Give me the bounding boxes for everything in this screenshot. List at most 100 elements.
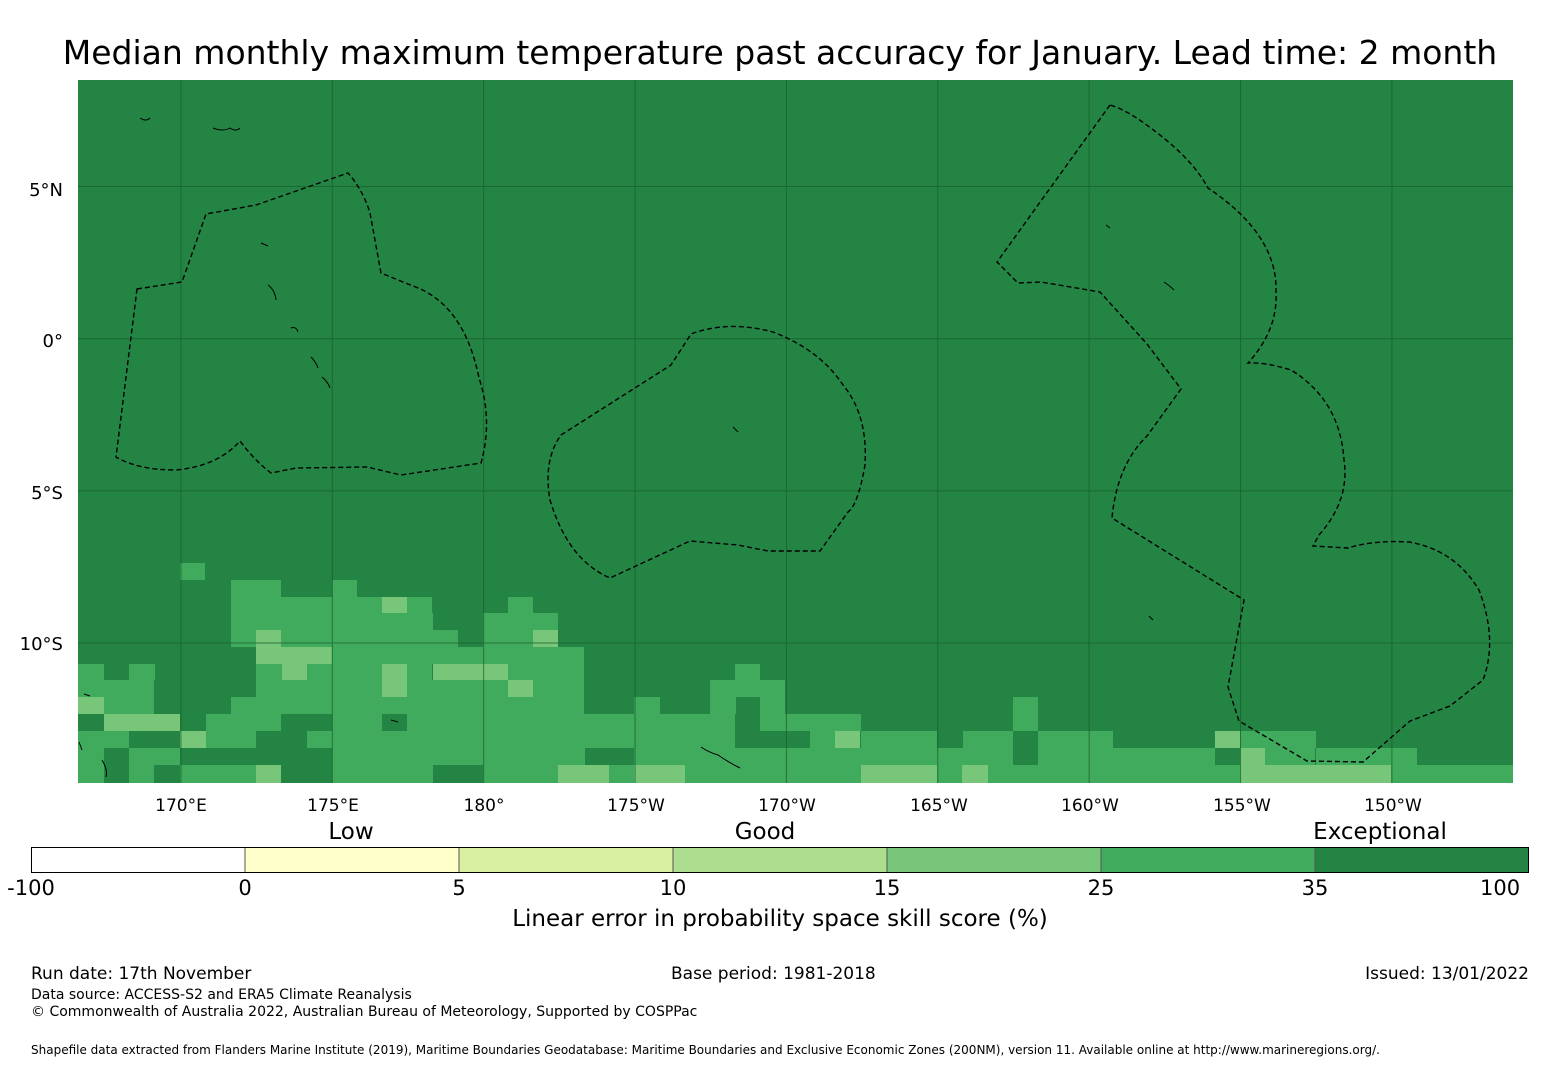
skill-cell [332, 731, 584, 748]
skill-cell [407, 597, 432, 613]
skill-cell [307, 664, 382, 680]
skill-cell [205, 765, 231, 783]
colorbar-segment [459, 847, 673, 873]
skill-cell [332, 765, 433, 783]
island-outlines [78, 117, 1175, 778]
category-exceptional: Exceptional [1313, 819, 1447, 845]
skill-cell [104, 697, 154, 714]
skill-cell [129, 664, 155, 680]
skill-cell [1366, 765, 1391, 783]
skill-cell [382, 664, 407, 680]
skill-cell [78, 765, 104, 783]
lon-label: 170°E [155, 796, 207, 816]
eez-boundary-line [996, 104, 1491, 763]
skill-cell [483, 613, 558, 630]
lon-label: 160°W [1061, 796, 1119, 816]
skill-cell [206, 714, 281, 731]
skill-cell [1139, 765, 1240, 783]
skill-cell [1038, 731, 1113, 748]
lon-label: 180° [463, 796, 505, 816]
category-low: Low [328, 819, 374, 845]
colorbar-segment [1101, 847, 1315, 873]
skill-cell [937, 765, 962, 783]
colorbar-segment [887, 847, 1101, 873]
lon-label: 165°W [910, 796, 968, 816]
skill-cell [78, 731, 129, 748]
skill-cell [584, 748, 585, 765]
colorbar-tick: 5 [452, 876, 466, 900]
skill-cell [508, 664, 584, 680]
skill-cell [332, 647, 584, 664]
skill-cell [231, 630, 256, 647]
skill-cell [533, 630, 558, 647]
lat-label: 0° [42, 331, 63, 352]
skill-cell [963, 731, 1013, 748]
skill-cell [508, 680, 533, 697]
skill-cell [78, 697, 104, 714]
skill-cell [735, 664, 760, 680]
skill-cell [988, 765, 1038, 783]
skill-cell [332, 714, 382, 731]
skill-cell [533, 680, 584, 697]
lon-label: 155°W [1213, 796, 1271, 816]
lat-label: 10°S [19, 634, 63, 655]
eez-boundaries [115, 104, 1491, 763]
skill-cell [584, 714, 735, 731]
skill-cell [1240, 731, 1316, 748]
skill-cell [634, 748, 811, 765]
skill-cell [1391, 765, 1513, 783]
colorbar-segment [245, 847, 459, 873]
skill-cell [78, 680, 154, 697]
skill-cell [634, 697, 660, 714]
category-good: Good [734, 819, 796, 845]
skill-cell [634, 765, 685, 783]
colorbar-tick: 25 [1087, 876, 1115, 900]
skill-cell [231, 580, 281, 597]
skill-cell [78, 748, 104, 765]
skill-cell [483, 765, 558, 783]
colorbar-tick: 10 [659, 876, 687, 900]
skill-cell [1038, 748, 1215, 765]
colorbar-segment [1315, 847, 1529, 873]
colorbar-tick: 0 [238, 876, 252, 900]
lat-label: 5°N [29, 180, 63, 201]
skill-cell [154, 748, 180, 765]
skill-cell [382, 597, 407, 613]
lon-label: 150°W [1364, 796, 1422, 816]
skill-cell [231, 765, 257, 783]
copyright: © Commonwealth of Australia 2022, Austra… [31, 1004, 698, 1020]
colorbar-segment [31, 847, 245, 873]
skill-cell [407, 680, 508, 697]
skill-cell [180, 563, 205, 580]
graticule [78, 80, 1513, 783]
skill-cell [206, 731, 256, 748]
skill-cell [282, 664, 307, 680]
eez-boundary-gilbert [115, 172, 488, 476]
skill-cell [180, 731, 206, 748]
skill-cell [407, 664, 432, 680]
skill-cell [104, 714, 180, 731]
colorbar-segment [673, 847, 887, 873]
skill-cell [685, 765, 861, 783]
skill-cell [962, 765, 988, 783]
lon-label: 170°W [758, 796, 816, 816]
skill-cell [861, 731, 937, 748]
skill-cell [307, 731, 332, 748]
skill-cell [1240, 765, 1366, 783]
map-title: Median monthly maximum temperature past … [62, 33, 1498, 72]
skill-cell [835, 731, 860, 748]
skill-cell [584, 731, 735, 748]
lat-label: 5°S [31, 483, 63, 504]
skill-cell [483, 630, 533, 647]
data-source: Data source: ACCESS-S2 and ERA5 Climate … [31, 987, 412, 1003]
skill-cell [1215, 731, 1240, 748]
skill-cell [281, 630, 433, 647]
skill-cell [609, 765, 634, 783]
skill-cell [332, 748, 584, 765]
skill-cell [256, 765, 281, 783]
skill-cell [1038, 765, 1139, 783]
skill-cell [256, 647, 332, 664]
skill-cell [231, 597, 332, 613]
skill-cell [129, 748, 154, 765]
colorbar-tick: 15 [873, 876, 901, 900]
